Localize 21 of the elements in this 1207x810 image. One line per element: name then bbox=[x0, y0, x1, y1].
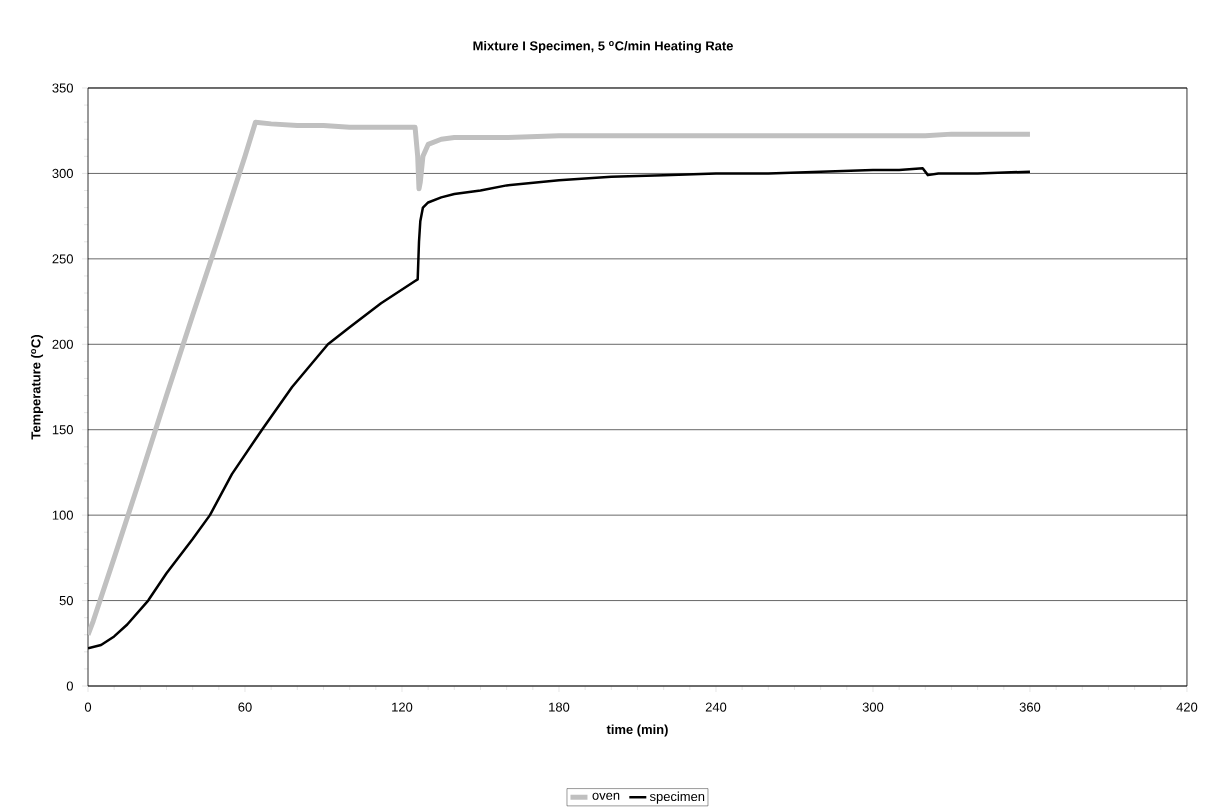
x-axis-title: time (min) bbox=[606, 724, 668, 737]
x-tick-label: 420 bbox=[1176, 702, 1198, 712]
y-tick-label: 250 bbox=[52, 254, 73, 264]
y-tick-label: 150 bbox=[52, 425, 73, 435]
legend-label: oven bbox=[592, 792, 620, 800]
legend-label: specimen bbox=[649, 791, 705, 804]
x-tick-label: 0 bbox=[84, 702, 92, 712]
y-tick-label: 50 bbox=[59, 595, 73, 606]
x-tick-label: 240 bbox=[705, 702, 727, 712]
x-tick-label: 300 bbox=[862, 702, 884, 712]
y-tick-label: 0 bbox=[66, 681, 73, 691]
y-axis-title: Temperature ($^{o}$C) bbox=[30, 335, 44, 440]
chart-title: Mixture I Specimen, 5 $^{o}$C/min Heating Rate bbox=[473, 40, 733, 54]
x-tick-label: 360 bbox=[1019, 702, 1041, 712]
y-tick-label: 350 bbox=[52, 83, 73, 93]
x-tick-label: 180 bbox=[549, 702, 570, 712]
x-tick-label: 120 bbox=[392, 702, 413, 712]
y-tick-label: 200 bbox=[52, 339, 73, 349]
y-tick-label: 300 bbox=[52, 168, 73, 179]
x-tick-label: 60 bbox=[238, 702, 252, 712]
y-tick-label: 100 bbox=[52, 510, 73, 520]
